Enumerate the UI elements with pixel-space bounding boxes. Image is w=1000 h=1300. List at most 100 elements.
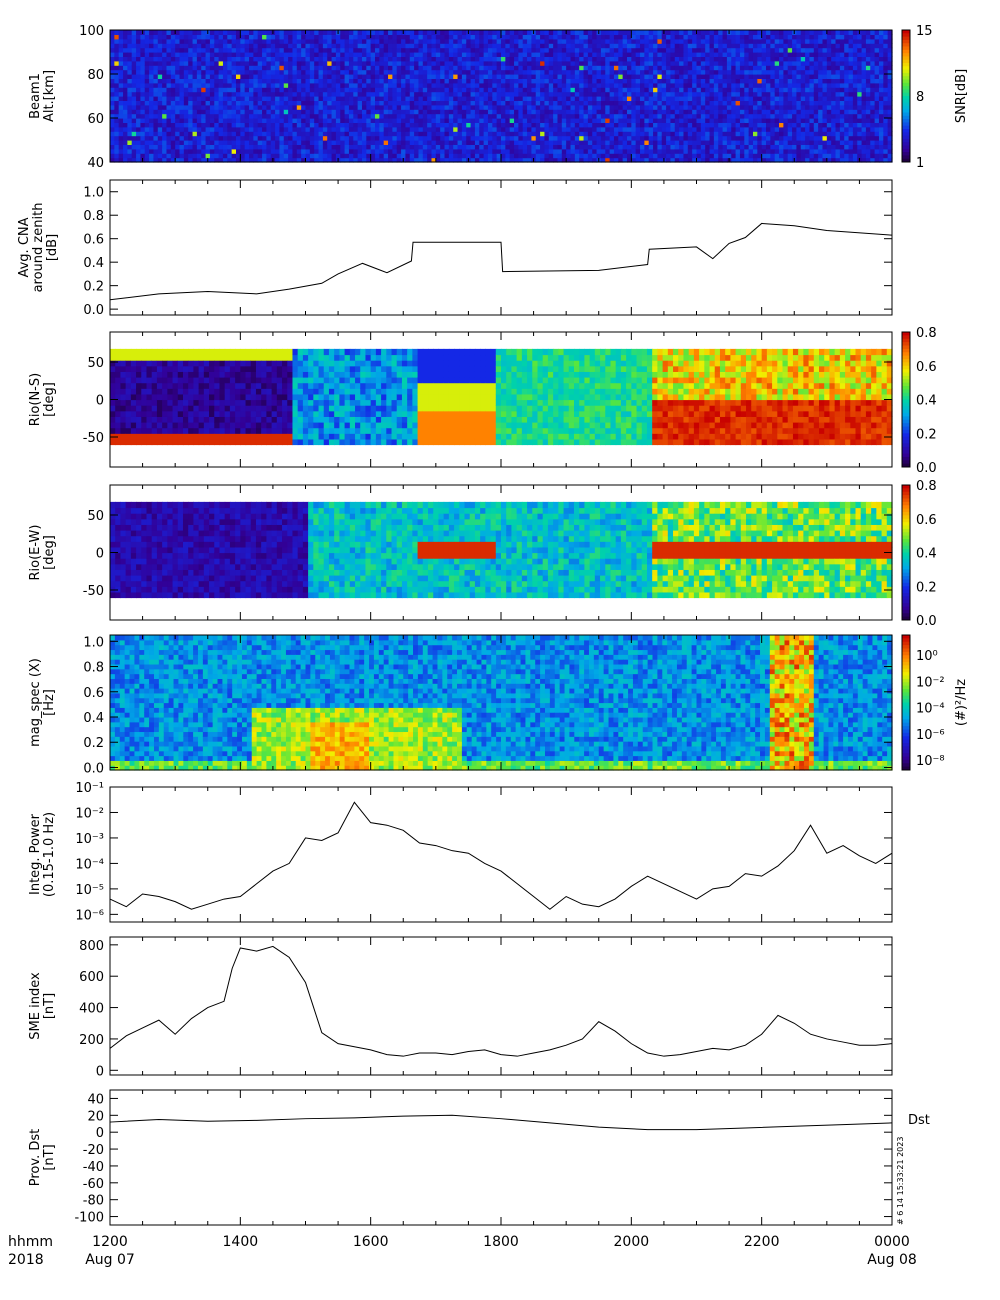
heatmap-cell bbox=[440, 113, 446, 119]
heatmap-cell bbox=[752, 56, 758, 62]
heatmap-cell bbox=[535, 135, 541, 141]
heatmap-cell bbox=[653, 38, 658, 44]
heatmap-cell bbox=[318, 100, 324, 106]
heatmap-cell bbox=[826, 148, 832, 154]
heatmap-cell bbox=[479, 126, 485, 132]
heatmap-cell bbox=[340, 52, 346, 57]
heatmap-cell bbox=[253, 153, 259, 159]
heatmap-cell bbox=[209, 153, 215, 159]
heatmap-cell bbox=[209, 96, 215, 101]
heatmap-cell bbox=[422, 126, 428, 132]
heatmap-cell bbox=[561, 96, 567, 101]
heatmap-cell bbox=[157, 78, 163, 84]
heatmap-cell bbox=[296, 140, 302, 145]
heatmap-cell bbox=[222, 47, 228, 53]
heatmap-cell bbox=[405, 96, 411, 101]
heatmap-cell bbox=[748, 91, 754, 97]
heatmap-cell bbox=[140, 38, 146, 44]
heatmap-cell bbox=[422, 131, 428, 137]
heatmap-cell bbox=[792, 104, 798, 110]
heatmap-cell bbox=[205, 74, 211, 79]
heatmap-cell bbox=[401, 87, 407, 93]
heatmap-cell bbox=[570, 135, 576, 141]
heatmap-cell bbox=[266, 96, 272, 101]
heatmap-cell bbox=[813, 60, 819, 66]
heatmap-cell bbox=[292, 38, 298, 44]
heatmap-cell bbox=[110, 78, 115, 84]
heatmap-cell bbox=[487, 104, 493, 110]
heatmap-cell bbox=[188, 113, 194, 119]
heatmap-cell bbox=[153, 69, 159, 75]
heatmap-cell bbox=[661, 52, 667, 57]
heatmap-cell bbox=[566, 91, 572, 97]
heatmap-cell bbox=[209, 47, 215, 53]
heatmap-cell bbox=[761, 78, 767, 84]
heatmap-cell bbox=[218, 65, 224, 71]
heatmap-cell bbox=[396, 100, 402, 106]
heatmap-cell bbox=[514, 109, 519, 115]
heatmap-cell bbox=[731, 56, 737, 62]
heatmap-cell bbox=[783, 91, 789, 97]
heatmap-cell bbox=[609, 91, 615, 97]
heatmap-cell bbox=[448, 65, 454, 71]
heatmap-cell bbox=[136, 104, 142, 110]
heatmap-cell bbox=[540, 118, 546, 123]
heatmap-cell bbox=[653, 60, 658, 66]
heatmap-cell bbox=[574, 135, 580, 141]
heatmap-cell bbox=[435, 113, 441, 119]
heatmap-cell bbox=[726, 122, 732, 128]
heatmap-cell bbox=[179, 78, 185, 84]
heatmap-cell bbox=[514, 157, 519, 163]
heatmap-cell bbox=[474, 96, 480, 101]
heatmap-cell bbox=[405, 148, 411, 154]
heatmap-cell bbox=[752, 87, 758, 93]
heatmap-cell bbox=[653, 96, 658, 101]
heatmap-cell bbox=[570, 82, 576, 88]
heatmap-cell bbox=[800, 144, 806, 150]
heatmap-cell bbox=[136, 60, 142, 66]
heatmap-cell bbox=[535, 96, 541, 101]
heatmap-cell bbox=[461, 113, 467, 119]
heatmap-cell bbox=[409, 34, 415, 40]
heatmap-cell bbox=[744, 74, 750, 79]
heatmap-cell bbox=[444, 144, 450, 150]
heatmap-cell bbox=[648, 122, 654, 128]
heatmap-cell bbox=[249, 122, 254, 128]
heatmap-cell bbox=[535, 126, 541, 132]
heatmap-cell bbox=[309, 100, 315, 106]
heatmap-cell bbox=[670, 135, 676, 141]
heatmap-cell bbox=[518, 74, 524, 79]
heatmap-cell bbox=[457, 113, 463, 119]
heatmap-cell bbox=[631, 87, 637, 93]
heatmap-cell bbox=[170, 91, 176, 97]
heatmap-cell bbox=[344, 78, 350, 84]
heatmap-cell bbox=[235, 135, 241, 141]
heatmap-cell bbox=[383, 38, 389, 44]
heatmap-cell bbox=[683, 100, 689, 106]
heatmap-cell bbox=[257, 126, 263, 132]
heatmap-cell bbox=[800, 131, 806, 137]
heatmap-cell bbox=[205, 109, 211, 115]
heatmap-cell bbox=[692, 131, 698, 137]
heatmap-cell bbox=[518, 113, 524, 119]
heatmap-cell bbox=[253, 56, 259, 62]
heatmap-cell bbox=[348, 113, 354, 119]
heatmap-cell bbox=[292, 148, 298, 154]
heatmap-cell bbox=[418, 135, 424, 141]
heatmap-cell bbox=[270, 118, 276, 123]
heatmap-cell bbox=[196, 118, 202, 123]
heatmap-cell bbox=[752, 104, 758, 110]
heatmap-cell bbox=[596, 153, 602, 159]
heatmap-cell bbox=[553, 140, 559, 145]
heatmap-cell bbox=[574, 100, 580, 106]
heatmap-cell bbox=[474, 100, 480, 106]
heatmap-cell bbox=[222, 69, 228, 75]
heatmap-cell bbox=[383, 131, 389, 137]
heatmap-cell bbox=[388, 30, 393, 35]
heatmap-cell bbox=[414, 122, 420, 128]
heatmap-cell bbox=[201, 126, 207, 132]
heatmap-cell bbox=[448, 69, 454, 75]
heatmap-cell bbox=[140, 118, 146, 123]
heatmap-cell bbox=[123, 78, 128, 84]
heatmap-cell bbox=[357, 122, 363, 128]
